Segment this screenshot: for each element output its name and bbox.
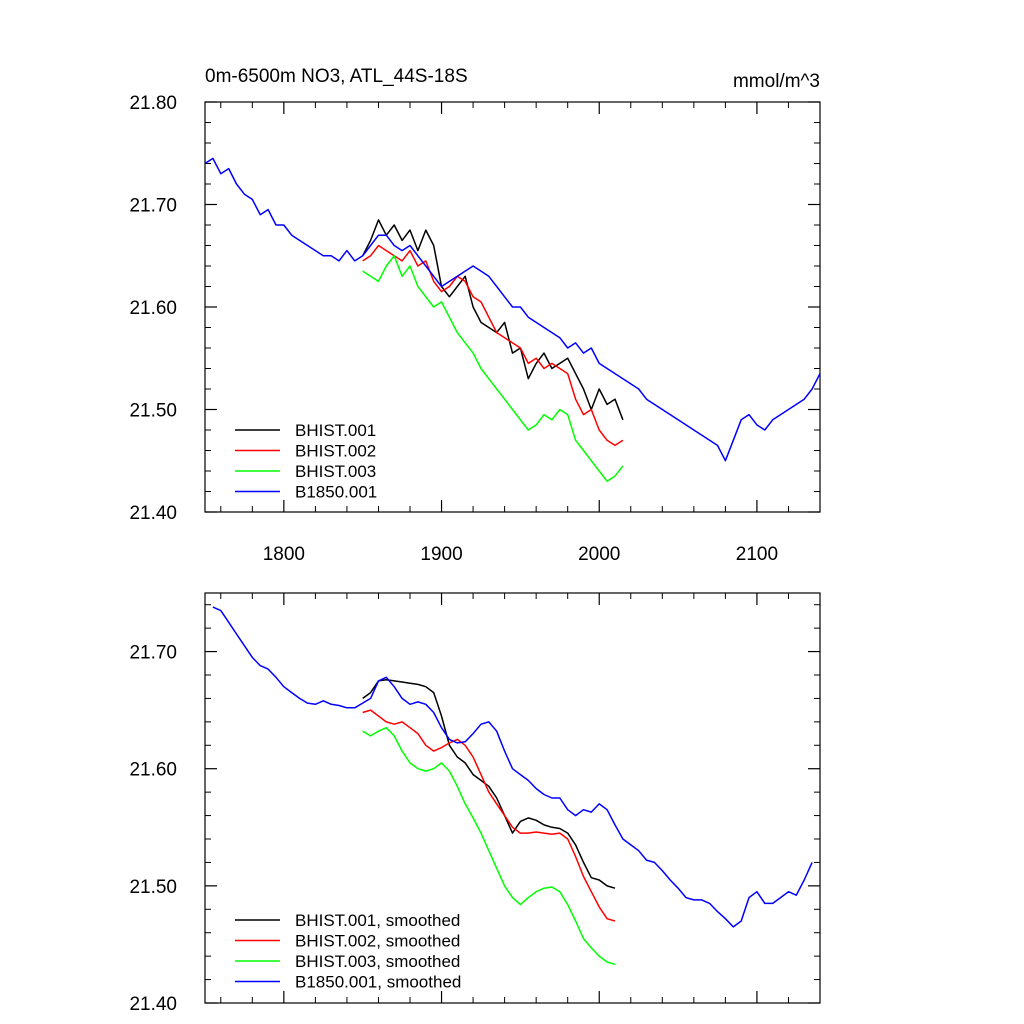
x-tick-label: 1800 xyxy=(263,544,305,565)
bottom-panel: 21.40 21.50 21.60 21.70 BHIST.001, smoothed B… xyxy=(129,592,821,1015)
y-tick-label: 21.40 xyxy=(129,994,177,1015)
x-tick-label: 1900 xyxy=(420,544,462,565)
legend-label: BHIST.002 xyxy=(295,442,376,461)
legend-label: B1850.001 xyxy=(295,483,377,502)
series-line-2 xyxy=(362,709,616,922)
y-tick-label: 21.70 xyxy=(129,196,177,217)
units-label: mmol/m^3 xyxy=(733,71,820,92)
y-tick-label: 21.60 xyxy=(129,298,177,319)
x-tick-label: 2100 xyxy=(736,544,778,565)
legend-label: BHIST.001 xyxy=(295,421,376,440)
series-line-1 xyxy=(362,219,624,421)
y-tick-label: 21.60 xyxy=(129,760,177,781)
top-panel: 21.40 21.50 21.60 21.70 21.80 1800 1900 2000 210… xyxy=(129,66,821,565)
y-tick-label: 21.70 xyxy=(129,643,177,664)
series-line-4 xyxy=(204,157,821,462)
series-line-3 xyxy=(362,255,624,482)
legend-label: B1850.001, smoothed xyxy=(295,973,461,992)
legend-label: BHIST.003, smoothed xyxy=(295,952,460,971)
y-tick-label: 21.50 xyxy=(129,877,177,898)
series-line-1 xyxy=(362,678,616,889)
legend-label: BHIST.002, smoothed xyxy=(295,932,460,951)
legend-label: BHIST.001, smoothed xyxy=(295,911,460,930)
plot-frame xyxy=(204,592,821,1004)
legend-label: BHIST.003 xyxy=(295,462,376,481)
series-line-3 xyxy=(362,726,616,966)
series-line-2 xyxy=(362,244,624,447)
y-tick-label: 21.40 xyxy=(129,503,177,524)
chart-title: 0m-6500m NO3, ATL_44S-18S xyxy=(205,66,468,87)
y-tick-label: 21.50 xyxy=(129,401,177,422)
series-line-4 xyxy=(212,606,813,928)
y-tick-label: 21.80 xyxy=(129,93,177,114)
x-tick-label: 2000 xyxy=(578,544,620,565)
